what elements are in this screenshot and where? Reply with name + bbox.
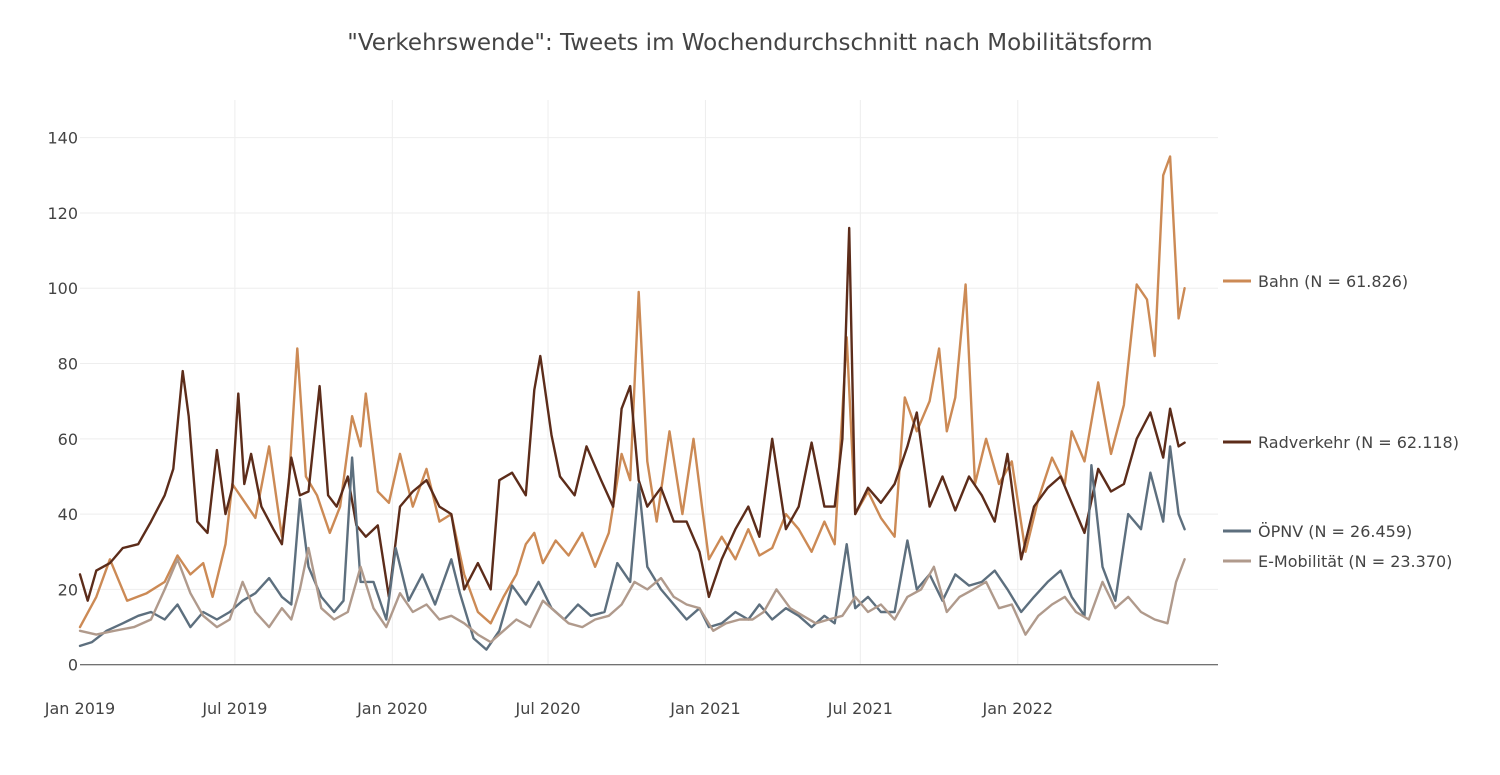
x-tick-label: Jul 2021 bbox=[827, 699, 893, 718]
y-tick-label: 40 bbox=[58, 505, 78, 524]
y-tick-label: 0 bbox=[68, 656, 78, 675]
y-tick-label: 100 bbox=[47, 279, 78, 298]
y-tick-label: 120 bbox=[47, 204, 78, 223]
x-tick-label: Jan 2020 bbox=[356, 699, 427, 718]
y-tick-label: 140 bbox=[47, 129, 78, 148]
legend-label-3[interactable]: E-Mobilität (N = 23.370) bbox=[1258, 552, 1452, 571]
series-line-1 bbox=[78, 226, 1186, 602]
axis-layer: 0 20 40 60 80 100 120 140 Jan 2019 Jul 2019 Jan 20… bbox=[44, 129, 1053, 718]
y-tick-label: 80 bbox=[58, 355, 78, 374]
x-tick-label: Jul 2020 bbox=[514, 699, 580, 718]
legend-label-1[interactable]: Radverkehr (N = 62.118) bbox=[1258, 433, 1459, 452]
x-tick-label: Jan 2021 bbox=[669, 699, 740, 718]
x-tick-label: Jan 2019 bbox=[44, 699, 115, 718]
grid-layer bbox=[80, 100, 1218, 666]
series-line-2 bbox=[78, 445, 1186, 651]
chart-title: "Verkehrswende": Tweets im Wochendurchsc… bbox=[347, 30, 1152, 56]
x-tick-label: Jul 2019 bbox=[201, 699, 267, 718]
y-tick-label: 60 bbox=[58, 430, 78, 449]
series-line-3 bbox=[78, 546, 1186, 644]
y-tick-label: 20 bbox=[58, 580, 78, 599]
x-tick-label: Jan 2022 bbox=[982, 699, 1053, 718]
legend-label-0[interactable]: Bahn (N = 61.826) bbox=[1258, 272, 1408, 291]
legend-layer: Bahn (N = 61.826) Radverkehr (N = 62.118)… bbox=[1223, 272, 1459, 571]
series-layer bbox=[78, 155, 1186, 651]
legend-label-2[interactable]: ÖPNV (N = 26.459) bbox=[1258, 522, 1412, 541]
